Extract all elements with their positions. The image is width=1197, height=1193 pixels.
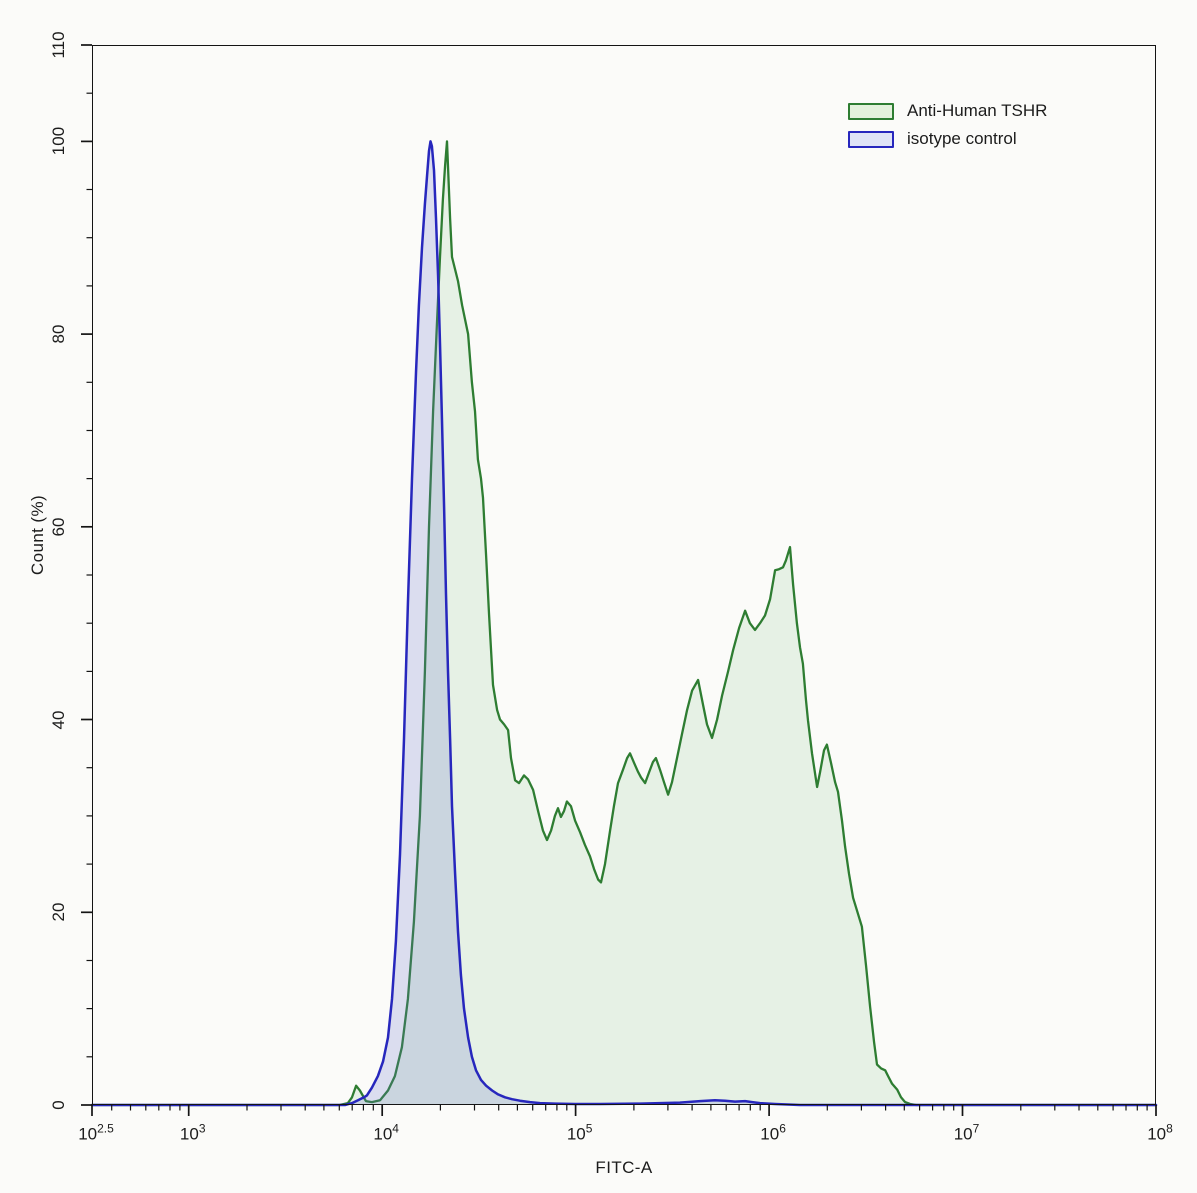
tshr-area <box>92 141 1156 1105</box>
legend: Anti-Human TSHR isotype control <box>848 101 1047 149</box>
x-axis-tick-label: 105 <box>566 1121 593 1144</box>
y-axis-tick-label: 110 <box>49 31 68 59</box>
tshr-curve <box>90 140 1158 1107</box>
legend-label-isotype-control: isotype control <box>907 129 1017 148</box>
y-axis-title: Count (%) <box>28 494 47 576</box>
plot-frame <box>92 45 1156 1105</box>
y-axis-tick-label: 100 <box>49 127 68 156</box>
legend-swatch-green <box>848 102 894 120</box>
legend-entry-anti-human-tshr: Anti-Human TSHR <box>848 101 1047 121</box>
x-axis-tick-label: 107 <box>953 1121 980 1144</box>
y-axis-tick-label: 0 <box>49 1100 68 1110</box>
x-axis-tick-label: 106 <box>760 1121 786 1144</box>
x-axis-tick-label: 102.5 <box>78 1121 114 1144</box>
x-axis-tick-label: 108 <box>1147 1121 1173 1144</box>
y-axis-tick-label: 40 <box>49 710 68 729</box>
legend-swatch-blue <box>848 130 894 148</box>
legend-label-anti-human-tshr: Anti-Human TSHR <box>907 101 1048 120</box>
y-axis-tick-label: 80 <box>49 324 68 344</box>
x-axis-tick-label: 103 <box>179 1121 206 1144</box>
y-axis-tick-label: 20 <box>49 902 68 922</box>
x-axis-title: FITC-A <box>595 1158 653 1177</box>
x-axis-tick-label: 104 <box>373 1121 399 1144</box>
isotype-curve <box>90 140 1158 1107</box>
legend-entry-isotype-control: isotype control <box>848 129 1047 149</box>
y-axis-tick-label: 60 <box>49 517 68 537</box>
